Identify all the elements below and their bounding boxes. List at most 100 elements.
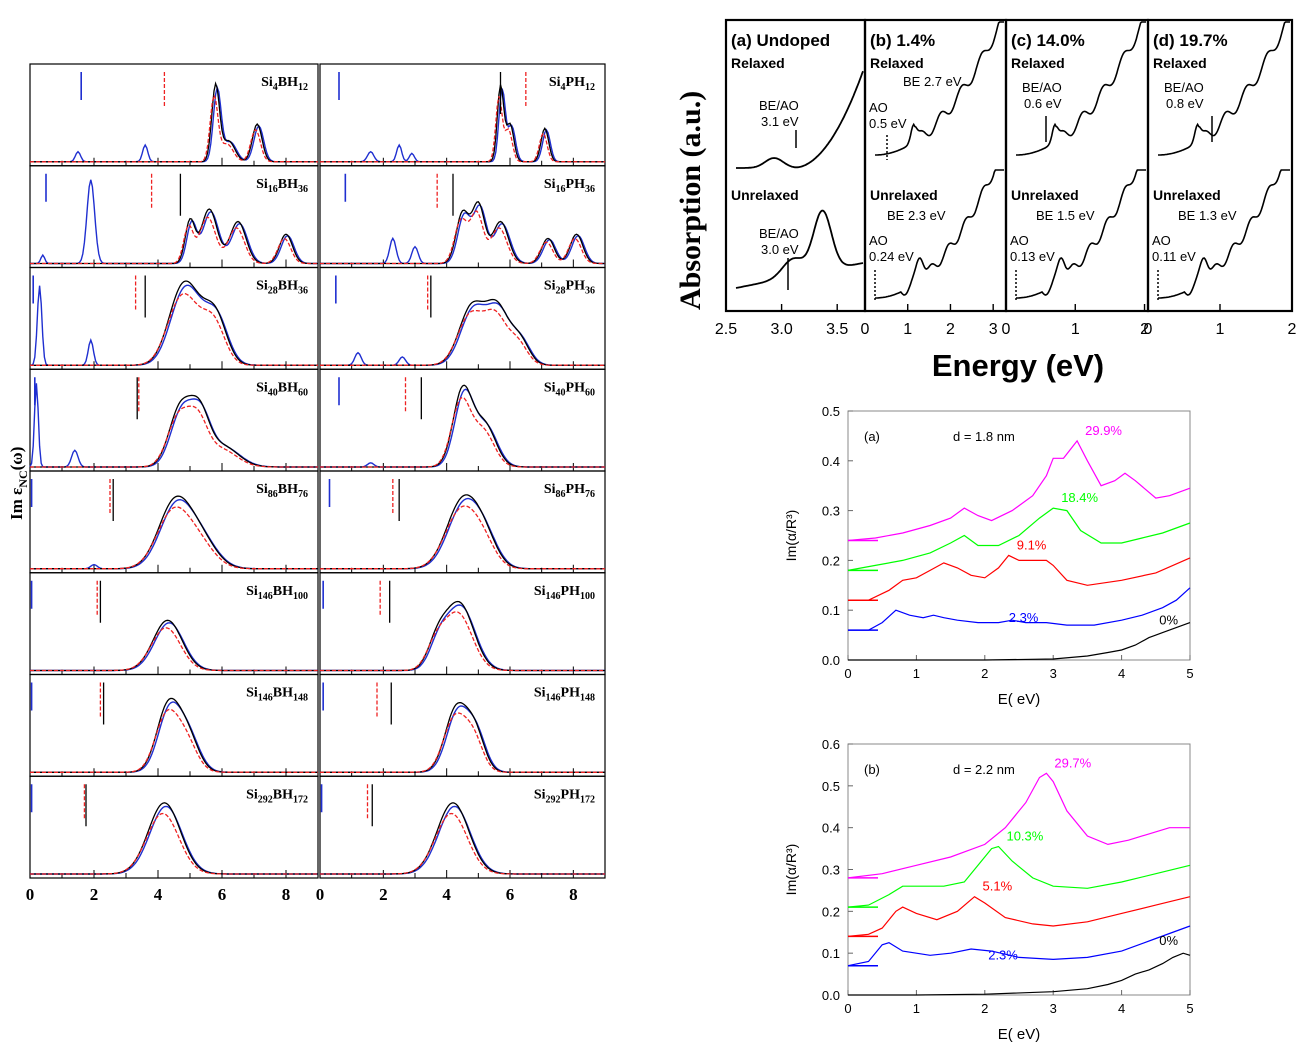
y-tick-label: 0.1	[822, 603, 840, 618]
series-label: 0%	[1159, 613, 1178, 628]
black-spectrum-line	[320, 384, 605, 468]
blue-spectrum-line	[320, 302, 605, 366]
abs-tick-label: 3.0	[770, 321, 792, 338]
spectrum-subplot-frame	[29, 775, 319, 879]
abs-tick-label: 2	[1288, 321, 1297, 338]
red-dashed-spectrum-line	[320, 712, 605, 773]
black-spectrum-line	[320, 802, 605, 875]
series-line	[847, 439, 1191, 542]
black-spectrum-line	[30, 619, 318, 672]
unrelaxed-label: Unrelaxed	[1011, 187, 1079, 203]
red-dashed-spectrum-line	[30, 93, 318, 163]
cluster-label: Si16BH36	[256, 177, 308, 195]
spectrum-subplot-frame	[29, 470, 319, 574]
series-label: 5.1%	[983, 879, 1013, 894]
annotation-text: AO	[1010, 233, 1029, 248]
x-axis-label: E( eV)	[998, 1026, 1041, 1043]
spectrum-subplot-frame	[319, 775, 606, 879]
x-tick-label: 4	[1118, 666, 1125, 681]
left-ylabel: Im εNC(ω)	[7, 447, 30, 520]
red-dashed-spectrum-line	[30, 708, 318, 773]
cluster-label: Si292PH172	[534, 787, 595, 805]
annotation-text: BE/AO	[759, 226, 799, 241]
annotation-text: AO	[1152, 233, 1171, 248]
red-dashed-spectrum-line	[320, 308, 605, 366]
y-tick-label: 0.3	[822, 504, 840, 519]
series-line	[848, 622, 1191, 661]
chart-title: (b)	[864, 762, 880, 777]
spectrum-subplot-frame	[29, 266, 319, 370]
x-tick-label: 2	[981, 1001, 988, 1016]
cluster-label: Si40BH60	[256, 380, 308, 398]
y-tick-label: 0.2	[822, 553, 840, 568]
black-spectrum-line	[30, 208, 318, 265]
red-dashed-spectrum-line	[320, 611, 605, 672]
blue-spectrum-line	[320, 497, 605, 570]
series-label: 10.3%	[1006, 828, 1043, 843]
x-tick-label: 2	[981, 666, 988, 681]
cluster-label: Si292BH172	[246, 787, 308, 805]
x-tick-label: 3	[1050, 666, 1057, 681]
absorption-ylabel: Absorption (a.u.)	[674, 91, 707, 310]
annotation-text: 0.13 eV	[1010, 249, 1055, 264]
black-spectrum-line	[320, 298, 605, 366]
annotation-text: AO	[869, 233, 888, 248]
relaxed-label: Relaxed	[870, 55, 924, 71]
blue-spectrum-line	[320, 88, 605, 163]
red-dashed-spectrum-line	[30, 405, 318, 468]
unrelaxed-label: Unrelaxed	[1153, 187, 1221, 203]
spectrum-subplot-frame	[319, 63, 606, 167]
x-tick-label: 0	[844, 666, 851, 681]
subpanel-title: (b) 1.4%	[870, 31, 935, 50]
annotation-text: BE/AO	[759, 98, 799, 113]
y-tick-label: 0.2	[822, 904, 840, 919]
cluster-label: Si86BH76	[256, 482, 308, 500]
annotation-text: BE 1.5 eV	[1036, 208, 1095, 223]
x-axis-label: E( eV)	[998, 691, 1041, 708]
spectrum-subplot-frame	[319, 368, 606, 472]
cluster-label: Si146BH148	[246, 686, 308, 704]
chart-title: (a)	[864, 429, 880, 444]
black-spectrum-line	[30, 81, 318, 163]
relaxed-label: Relaxed	[1153, 55, 1207, 71]
blue-spectrum-line	[30, 805, 318, 875]
red-dashed-spectrum-line	[30, 293, 318, 366]
left-spectra-panel: Im εNC(ω) Si4BH12 Si16BH36 Si28BH36 Si40BH6…	[7, 63, 606, 904]
absorption-panel: Absorption (a.u.) Energy (eV) (a) Undope…	[674, 18, 1297, 383]
relaxed-absorption-curve	[736, 70, 864, 169]
spectrum-subplot-frame	[319, 266, 606, 370]
cluster-label: Si4PH12	[549, 75, 595, 93]
annotation-text: BE 2.7 eV	[903, 74, 962, 89]
abs-tick-label: 3	[989, 321, 998, 338]
red-dashed-spectrum-line	[320, 96, 605, 163]
abs-tick-label: 0	[1144, 321, 1153, 338]
red-dashed-spectrum-line	[320, 505, 605, 570]
cluster-label: Si40PH60	[544, 380, 595, 398]
relaxed-label: Relaxed	[1011, 55, 1065, 71]
series-line	[847, 845, 1191, 908]
cluster-label: Si146PH148	[534, 686, 595, 704]
spectrum-subplot-frame	[29, 63, 319, 167]
y-tick-label: 0.4	[822, 454, 840, 469]
annotation-text: 3.1 eV	[761, 114, 799, 129]
y-tick-label: 0.1	[822, 946, 840, 961]
abs-tick-label: 1	[1071, 321, 1080, 338]
subpanel-title: (c) 14.0%	[1011, 31, 1085, 50]
blue-spectrum-line	[30, 701, 318, 773]
relaxed-absorption-curve	[875, 21, 1004, 156]
x-tick-label: 0	[844, 1001, 851, 1016]
x-tick-label: 5	[1186, 1001, 1193, 1016]
unrelaxed-absorption-curve	[1016, 169, 1146, 299]
series-line	[848, 952, 1191, 996]
red-dashed-spectrum-line	[320, 210, 605, 265]
black-spectrum-line	[320, 600, 605, 672]
unrelaxed-absorption-curve	[875, 169, 1004, 299]
abs-tick-label: 2.5	[715, 321, 737, 338]
series-label: 29.7%	[1054, 755, 1091, 770]
black-spectrum-line	[30, 802, 318, 875]
chart-annotation: d = 2.2 nm	[953, 762, 1015, 777]
series-label: 0%	[1159, 933, 1178, 948]
series-line	[847, 925, 1191, 967]
y-tick-label: 0.5	[822, 779, 840, 794]
